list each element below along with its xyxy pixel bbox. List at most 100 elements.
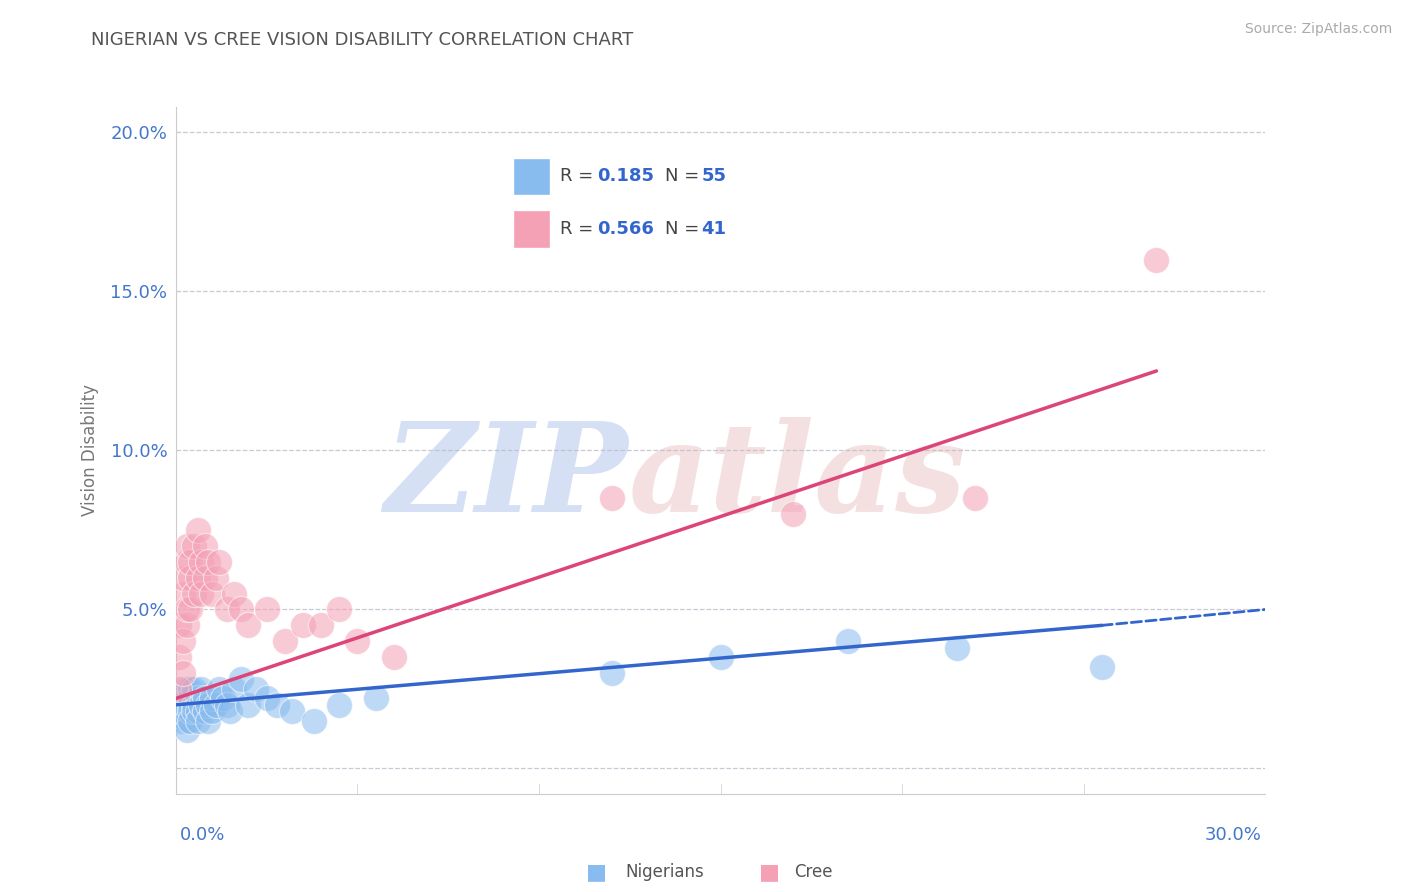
Point xyxy=(212,691,235,706)
Text: 0.185: 0.185 xyxy=(596,168,654,186)
Point xyxy=(190,698,212,712)
Point xyxy=(204,698,226,712)
Point xyxy=(172,691,194,706)
Point xyxy=(382,650,405,665)
Point xyxy=(222,681,245,696)
Point xyxy=(172,571,194,585)
Point xyxy=(169,681,191,696)
Point xyxy=(176,681,198,696)
Point xyxy=(172,666,194,681)
Point xyxy=(309,618,332,632)
Point xyxy=(190,681,212,696)
Point xyxy=(1146,252,1168,267)
Point xyxy=(256,691,278,706)
Point xyxy=(197,698,219,712)
Point xyxy=(204,571,226,585)
Point xyxy=(837,634,859,648)
Y-axis label: Vision Disability: Vision Disability xyxy=(82,384,100,516)
Point xyxy=(945,640,967,655)
Point xyxy=(186,523,209,537)
Point xyxy=(186,691,209,706)
Bar xyxy=(513,211,550,248)
Point xyxy=(179,704,201,718)
Point xyxy=(176,555,198,569)
Point xyxy=(328,698,350,712)
Point xyxy=(291,618,314,632)
Point xyxy=(197,714,219,728)
Point xyxy=(190,555,212,569)
Point xyxy=(328,602,350,616)
Point xyxy=(179,698,201,712)
Point xyxy=(201,691,224,706)
Point xyxy=(179,555,201,569)
Point xyxy=(266,698,288,712)
Point xyxy=(169,691,191,706)
Point xyxy=(219,704,242,718)
Point xyxy=(963,491,986,505)
Point xyxy=(782,507,804,521)
Point xyxy=(194,571,217,585)
Point xyxy=(176,602,198,616)
Text: N =: N = xyxy=(665,168,704,186)
Point xyxy=(179,602,201,616)
Point xyxy=(179,714,201,728)
Point xyxy=(176,698,198,712)
Point xyxy=(172,704,194,718)
Text: 41: 41 xyxy=(702,220,727,238)
Point xyxy=(302,714,325,728)
Point xyxy=(186,704,209,718)
Point xyxy=(179,571,201,585)
Point xyxy=(169,650,191,665)
Text: ZIP: ZIP xyxy=(384,417,628,539)
Point xyxy=(186,714,209,728)
Point xyxy=(600,491,623,505)
Point xyxy=(172,634,194,648)
Point xyxy=(183,539,205,553)
Text: 0.566: 0.566 xyxy=(596,220,654,238)
Point xyxy=(238,618,260,632)
Point xyxy=(197,555,219,569)
Point xyxy=(1091,659,1114,673)
Text: N =: N = xyxy=(665,220,704,238)
Text: atlas: atlas xyxy=(628,417,966,539)
Point xyxy=(176,714,198,728)
Point xyxy=(176,723,198,738)
Text: Nigerians: Nigerians xyxy=(626,863,704,881)
Point xyxy=(710,650,733,665)
Point xyxy=(169,698,191,712)
Point xyxy=(176,691,198,706)
Point xyxy=(179,691,201,706)
Point xyxy=(183,586,205,600)
Point xyxy=(231,602,253,616)
Point xyxy=(169,704,191,718)
Point xyxy=(194,539,217,553)
Point xyxy=(281,704,304,718)
Point xyxy=(186,571,209,585)
Point xyxy=(194,691,217,706)
Point xyxy=(208,555,231,569)
Point xyxy=(190,586,212,600)
Point xyxy=(222,586,245,600)
Text: R =: R = xyxy=(560,220,599,238)
Point xyxy=(172,681,194,696)
Point xyxy=(179,681,201,696)
Point xyxy=(600,666,623,681)
Point xyxy=(364,691,387,706)
Point xyxy=(201,704,224,718)
Text: NIGERIAN VS CREE VISION DISABILITY CORRELATION CHART: NIGERIAN VS CREE VISION DISABILITY CORRE… xyxy=(91,31,634,49)
Point xyxy=(176,704,198,718)
Point xyxy=(231,673,253,687)
Point xyxy=(172,698,194,712)
Text: ■: ■ xyxy=(586,863,607,882)
Text: 0.0%: 0.0% xyxy=(180,826,225,844)
Point xyxy=(274,634,297,648)
Text: Cree: Cree xyxy=(794,863,832,881)
Text: 55: 55 xyxy=(702,168,727,186)
Point xyxy=(183,681,205,696)
Point xyxy=(176,618,198,632)
Point xyxy=(172,586,194,600)
Point xyxy=(169,714,191,728)
Point xyxy=(172,714,194,728)
Text: R =: R = xyxy=(560,168,599,186)
Text: Source: ZipAtlas.com: Source: ZipAtlas.com xyxy=(1244,22,1392,37)
